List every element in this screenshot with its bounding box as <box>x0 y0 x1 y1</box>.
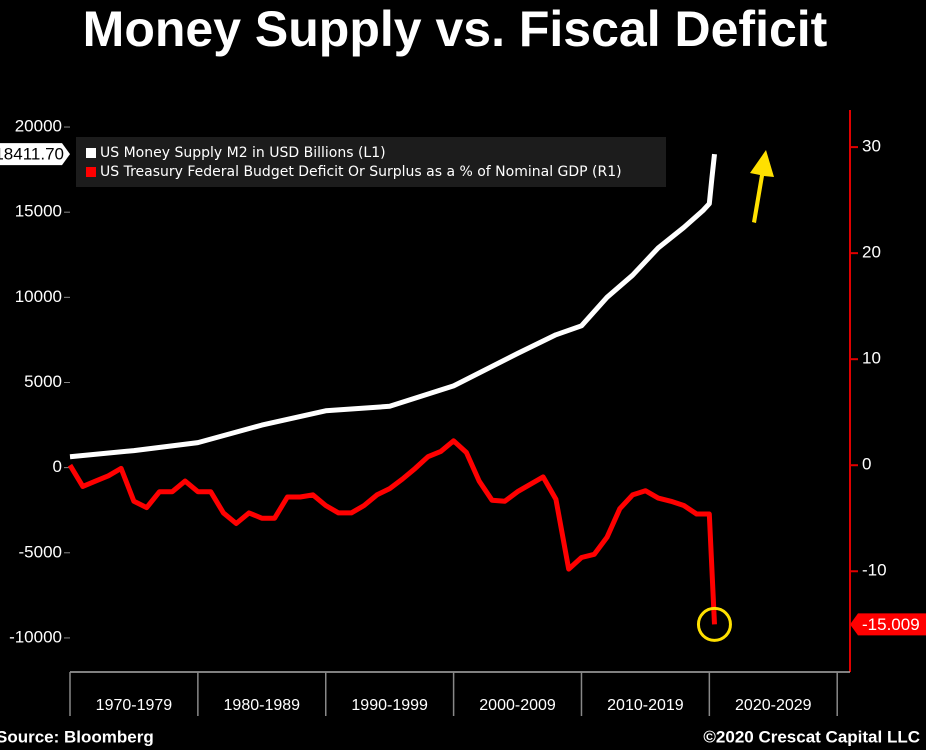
x-tick-label: 1980-1989 <box>224 697 301 714</box>
x-tick-label: 2010-2019 <box>607 697 684 714</box>
y2-tick-label: 0 <box>862 455 871 474</box>
arrow <box>750 150 774 223</box>
y-tick-label: 15000 <box>15 202 62 221</box>
y-tick-label: 5000 <box>24 372 62 391</box>
series-line <box>67 438 717 625</box>
legend-swatch <box>86 167 96 177</box>
last-value-box <box>0 143 70 166</box>
legend-swatch <box>86 148 96 158</box>
source: Source: Bloomberg <box>0 727 154 746</box>
y2-tick-label: 30 <box>862 137 881 156</box>
legend-box <box>76 137 666 187</box>
legend-label: US Money Supply M2 in USD Billions (L1) <box>100 145 386 161</box>
chart-title: Money Supply vs. Fiscal Deficit <box>83 1 828 57</box>
y-tick-label: -10000 <box>9 627 62 646</box>
copyright: ©2020 Crescat Capital LLC <box>703 727 920 746</box>
x-tick-label: 1970-1979 <box>96 697 173 714</box>
y-tick-label: 20000 <box>15 117 62 136</box>
last-value-box <box>850 613 926 636</box>
highlight-circle <box>696 606 732 642</box>
y-tick-label: 10000 <box>15 287 62 306</box>
y2-tick-label: 10 <box>862 349 881 368</box>
y2-tick-label: 20 <box>862 243 881 262</box>
legend-label: US Treasury Federal Budget Deficit Or Su… <box>100 164 622 180</box>
x-tick-label: 1990-1999 <box>351 697 428 714</box>
x-tick-label: 2000-2009 <box>479 697 556 714</box>
last-value-label: -15.009 <box>862 615 920 634</box>
y2-tick-label: -10 <box>862 561 887 580</box>
y-tick-label: 0 <box>53 457 62 476</box>
y-tick-label: -5000 <box>19 542 62 561</box>
x-tick-label: 2020-2029 <box>735 697 812 714</box>
series-line <box>69 153 717 460</box>
last-value-label: 18411.70 <box>0 145 64 164</box>
